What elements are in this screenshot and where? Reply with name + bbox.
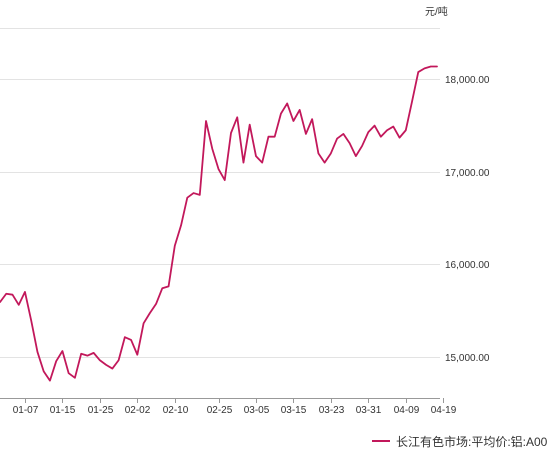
data-point bbox=[92, 352, 94, 354]
data-point bbox=[305, 133, 307, 135]
data-point bbox=[105, 364, 107, 366]
data-point bbox=[317, 152, 319, 154]
data-point bbox=[18, 304, 20, 306]
data-point bbox=[124, 336, 126, 338]
data-point bbox=[111, 367, 113, 369]
data-point bbox=[67, 372, 69, 374]
x-tick-label: 04-09 bbox=[394, 405, 420, 416]
data-point bbox=[130, 339, 132, 341]
data-point bbox=[380, 136, 382, 138]
data-point bbox=[355, 155, 357, 157]
data-point bbox=[167, 285, 169, 287]
tick-labels: 15,000.00 16,000.00 17,000.00 18,000.00 01-0… bbox=[13, 75, 490, 416]
legend-label: 长江有色市场:平均价:铝:A00 bbox=[396, 434, 548, 449]
data-point bbox=[217, 168, 219, 170]
data-point bbox=[80, 353, 82, 355]
data-point bbox=[180, 224, 182, 226]
series-layer bbox=[0, 65, 438, 382]
y-unit-label: 元/吨 bbox=[425, 5, 448, 18]
data-point bbox=[361, 145, 363, 147]
y-tick-label: 17,000.00 bbox=[445, 168, 490, 179]
data-point bbox=[230, 132, 232, 134]
data-point bbox=[367, 131, 369, 133]
data-point bbox=[323, 161, 325, 163]
y-tick-label: 15,000.00 bbox=[445, 353, 490, 364]
data-point bbox=[273, 136, 275, 138]
x-tick-label: 03-23 bbox=[319, 405, 345, 416]
data-point bbox=[336, 137, 338, 139]
data-point bbox=[261, 161, 263, 163]
x-tick-label: 03-15 bbox=[281, 405, 307, 416]
y-tick-label: 18,000.00 bbox=[445, 75, 490, 86]
data-point bbox=[36, 351, 38, 353]
data-point bbox=[342, 133, 344, 135]
data-point bbox=[161, 287, 163, 289]
data-point bbox=[142, 322, 144, 324]
data-point bbox=[311, 118, 313, 120]
data-point bbox=[292, 120, 294, 122]
data-point bbox=[249, 124, 251, 126]
data-point bbox=[149, 312, 151, 314]
series-line bbox=[0, 65, 438, 382]
data-point bbox=[211, 148, 213, 150]
x-axis bbox=[0, 398, 444, 403]
data-point bbox=[436, 65, 438, 67]
data-point bbox=[155, 303, 157, 305]
data-point bbox=[186, 196, 188, 198]
grid-lines bbox=[0, 28, 440, 358]
data-point bbox=[24, 291, 26, 293]
data-point bbox=[392, 125, 394, 127]
data-point bbox=[242, 161, 244, 163]
data-point bbox=[330, 152, 332, 154]
data-point bbox=[280, 112, 282, 114]
data-point bbox=[49, 379, 51, 381]
data-point bbox=[117, 359, 119, 361]
data-point bbox=[30, 319, 32, 321]
x-tick-label: 02-25 bbox=[207, 405, 233, 416]
data-point bbox=[86, 354, 88, 356]
x-tick-label: 01-15 bbox=[50, 405, 76, 416]
data-point bbox=[55, 360, 57, 362]
data-point bbox=[386, 129, 388, 131]
data-point bbox=[205, 120, 207, 122]
data-point bbox=[405, 129, 407, 131]
data-point bbox=[286, 102, 288, 104]
data-point bbox=[298, 109, 300, 111]
x-tick-label: 01-25 bbox=[88, 405, 114, 416]
data-point bbox=[423, 67, 425, 69]
x-tick-label: 04-19 bbox=[431, 405, 457, 416]
x-tick-label: 03-31 bbox=[356, 405, 382, 416]
data-point bbox=[417, 71, 419, 73]
data-point bbox=[373, 124, 375, 126]
y-tick-label: 16,000.00 bbox=[445, 260, 490, 271]
data-point bbox=[192, 192, 194, 194]
data-point bbox=[430, 65, 432, 67]
data-point bbox=[74, 377, 76, 379]
data-point bbox=[411, 100, 413, 102]
x-tick-label: 02-02 bbox=[125, 405, 151, 416]
data-point bbox=[136, 354, 138, 356]
data-point bbox=[255, 155, 257, 157]
data-point bbox=[99, 359, 101, 361]
data-point bbox=[348, 142, 350, 144]
data-point bbox=[11, 293, 13, 295]
x-tick-label: 02-10 bbox=[163, 405, 189, 416]
data-point bbox=[174, 245, 176, 247]
x-tick-label: 03-05 bbox=[244, 405, 270, 416]
legend: 长江有色市场:平均价:铝:A00 bbox=[372, 433, 547, 449]
x-tick-label: 01-07 bbox=[13, 405, 39, 416]
legend-swatch bbox=[372, 440, 390, 442]
data-point bbox=[398, 136, 400, 138]
data-point bbox=[61, 350, 63, 352]
data-point bbox=[199, 194, 201, 196]
data-point bbox=[224, 179, 226, 181]
data-point bbox=[236, 116, 238, 118]
data-point bbox=[5, 293, 7, 295]
data-point bbox=[267, 136, 269, 138]
data-point bbox=[43, 370, 45, 372]
